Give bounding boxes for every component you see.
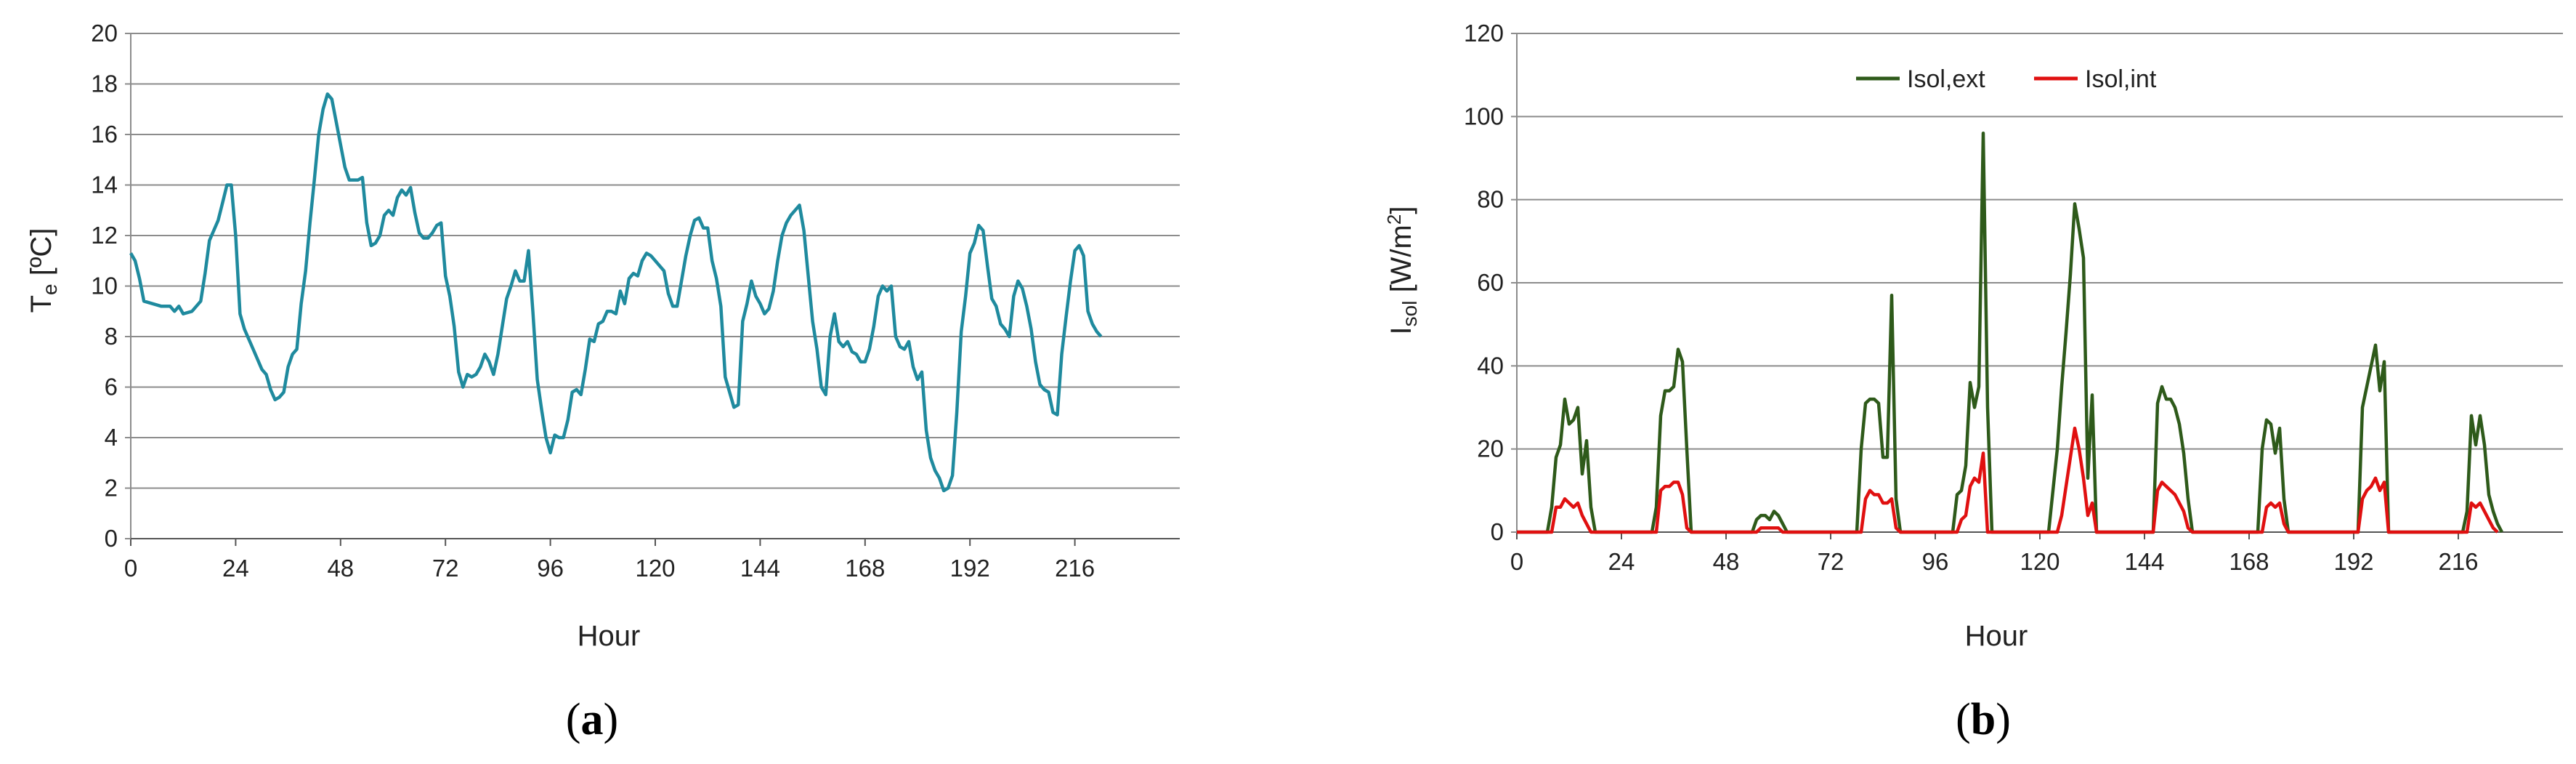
- chart-b-y-tick-label: 120: [1464, 20, 1504, 47]
- chart-a-x-tick-label: 192: [950, 555, 990, 582]
- chart-b-x-tick-label: 216: [2438, 548, 2478, 575]
- chart-a-y-tick-label: 16: [91, 121, 118, 148]
- chart-a-x-tick-label: 72: [432, 555, 459, 582]
- chart-a-x-axis-label: Hour: [578, 620, 641, 652]
- legend-label-ext: Isol,ext: [1907, 65, 1985, 93]
- chart-b-y-tick-label: 100: [1464, 102, 1504, 129]
- chart-b-x-axis-label: Hour: [1965, 620, 2028, 652]
- chart-b-x-tick-label: 120: [2020, 548, 2059, 575]
- chart-b-x-tick-label: 96: [1922, 548, 1949, 575]
- chart-b-y-ticks: 0 20 40 60 80 100 120: [1464, 20, 1517, 545]
- chart-b-x-tick-label: 72: [1818, 548, 1844, 575]
- chart-a-y-tick-label: 18: [91, 71, 118, 97]
- chart-a-y-tick-label: 12: [91, 222, 118, 249]
- chart-a-y-tick-label: 10: [91, 273, 118, 299]
- chart-b-x-tick-label: 192: [2333, 548, 2373, 575]
- chart-a-y-tick-label: 8: [105, 323, 118, 350]
- chart-a-y-tick-label: 4: [105, 424, 118, 451]
- chart-a-x-tick-label: 216: [1055, 555, 1095, 582]
- chart-a-x-ticks: 0 24 48 72 96 120 144 168 192 216: [124, 539, 1095, 582]
- chart-b-y-axis-label: Isol [W/m2]: [1383, 206, 1421, 335]
- chart-b-y-tick-label: 0: [1491, 518, 1504, 545]
- chart-b-x-ticks: 0 24 48 72 96 120 144 168 192 216: [1510, 532, 2479, 575]
- chart-b-series-line-2: [1517, 426, 2499, 534]
- chart-b-x-tick-label: 144: [2124, 548, 2164, 575]
- chart-b-x-tick-label: 0: [1510, 548, 1523, 575]
- chart-a-y-tick-label: 20: [91, 20, 118, 47]
- chart-b-y-tick-label: 40: [1477, 352, 1504, 379]
- panel-a-label: (a): [566, 695, 618, 744]
- chart-b-series: [1517, 131, 2503, 534]
- chart-a-x-tick-label: 120: [635, 555, 675, 582]
- chart-a-y-ticks: 0 2 4 6 8 10 12 14 16 18 20: [91, 20, 131, 552]
- chart-a-y-axis-label: Te [ºC]: [25, 228, 61, 313]
- chart-b-x-tick-label: 48: [1713, 548, 1740, 575]
- chart-a-x-tick-label: 96: [537, 555, 564, 582]
- chart-b-legend: Isol,ext Isol,int: [1856, 65, 2157, 93]
- chart-b-series-line-1: [1517, 131, 2503, 534]
- chart-a-x-tick-label: 48: [327, 555, 354, 582]
- chart-a-y-tick-label: 0: [105, 525, 118, 552]
- chart-b-x-tick-label: 168: [2229, 548, 2269, 575]
- chart-b-y-tick-label: 80: [1477, 186, 1504, 213]
- chart-a-series-line-1: [129, 92, 1103, 493]
- chart-b-x-tick-label: 24: [1608, 548, 1635, 575]
- chart-a: 0 24 48 72 96 120 144 168 192 216 024681012141618…: [25, 20, 1180, 744]
- chart-a-x-tick-label: 0: [124, 555, 137, 582]
- chart-b-gridlines: [1516, 33, 2563, 533]
- chart-a-x-tick-label: 24: [222, 555, 249, 582]
- chart-a-series: [129, 92, 1103, 493]
- legend-label-int: Isol,int: [2085, 65, 2157, 93]
- chart-b: 0 24 48 72 96 120 144 168 192 216 0 20 40 60 80 100 120…: [1383, 20, 2563, 744]
- chart-a-y-tick-label: 2: [105, 475, 118, 502]
- chart-b-y-tick-label: 20: [1477, 435, 1504, 462]
- chart-b-y-tick-label: 60: [1477, 269, 1504, 296]
- chart-a-y-tick-label: 14: [91, 172, 118, 198]
- chart-a-x-tick-label: 144: [740, 555, 780, 582]
- panel-b-label: (b): [1956, 695, 2011, 744]
- chart-a-y-tick-label: 6: [105, 374, 118, 401]
- chart-a-x-tick-label: 168: [845, 555, 885, 582]
